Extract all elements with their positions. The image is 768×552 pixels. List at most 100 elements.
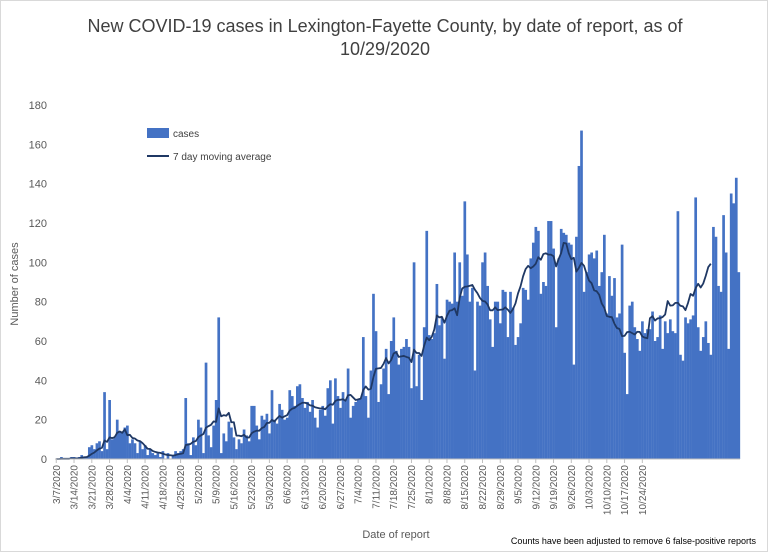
bar-cases bbox=[445, 299, 449, 459]
bar-cases bbox=[224, 441, 228, 459]
bar-cases bbox=[577, 165, 581, 459]
bar-cases bbox=[717, 285, 720, 459]
x-tick-label: 8/1/2020 bbox=[425, 465, 436, 504]
x-tick-label: 7/25/2020 bbox=[407, 465, 418, 510]
bar-cases bbox=[405, 339, 408, 459]
bar-cases bbox=[318, 409, 322, 459]
bar-cases bbox=[171, 455, 175, 459]
chart-title-line2: 10/29/2020 bbox=[339, 39, 431, 59]
bar-cases bbox=[580, 130, 583, 459]
bar-cases bbox=[572, 364, 576, 459]
x-axis-ticks: 3/7/2020 3/14/2020 3/21/2020 3/28/2020 4/4/2… bbox=[52, 459, 649, 515]
bar-cases bbox=[509, 291, 512, 459]
bar-cases bbox=[575, 236, 578, 459]
bar-cases bbox=[235, 449, 238, 459]
bar-cases bbox=[562, 232, 566, 459]
bar-cases bbox=[247, 441, 251, 459]
bar-cases bbox=[542, 282, 545, 459]
bar-cases bbox=[628, 305, 632, 459]
x-tick-label: 4/25/2020 bbox=[176, 465, 187, 510]
bar-cases bbox=[212, 425, 215, 459]
legend-label-moving-average: 7 day moving average bbox=[173, 152, 272, 163]
bar-cases bbox=[179, 451, 182, 459]
bar-cases bbox=[148, 449, 152, 459]
bar-cases bbox=[230, 427, 233, 459]
bar-cases bbox=[661, 348, 665, 459]
bar-cases bbox=[306, 401, 309, 459]
bar-cases bbox=[410, 388, 413, 459]
bar-cases bbox=[618, 313, 621, 459]
x-tick-label: 6/13/2020 bbox=[300, 465, 311, 510]
bar-cases bbox=[93, 449, 96, 459]
bar-cases bbox=[603, 234, 606, 459]
bar-cases bbox=[666, 333, 670, 459]
x-tick-label: 10/24/2020 bbox=[638, 465, 649, 515]
bar-cases bbox=[290, 396, 294, 459]
bar-cases bbox=[126, 425, 129, 459]
bar-cases bbox=[85, 457, 89, 459]
bar-cases bbox=[128, 443, 132, 459]
bar-cases bbox=[443, 358, 446, 459]
bar-cases bbox=[463, 201, 467, 459]
bar-cases bbox=[448, 301, 451, 459]
bar-cases bbox=[346, 368, 350, 459]
bar-cases bbox=[374, 331, 378, 459]
x-tick-label: 6/6/2020 bbox=[283, 465, 294, 504]
bar-cases bbox=[587, 254, 591, 459]
bar-cases bbox=[694, 197, 698, 459]
bar-cases bbox=[684, 317, 687, 459]
bar-cases bbox=[87, 447, 91, 459]
y-tick-label: 0 bbox=[41, 454, 47, 466]
bar-cases bbox=[98, 441, 101, 459]
bar-cases bbox=[161, 451, 165, 459]
bar-cases bbox=[219, 453, 223, 459]
bar-cases bbox=[131, 439, 134, 459]
bar-cases bbox=[159, 457, 162, 459]
bar-cases bbox=[570, 244, 573, 459]
bar-cases bbox=[156, 453, 160, 459]
bar-cases bbox=[504, 291, 507, 459]
bar-cases bbox=[255, 425, 259, 459]
bar-cases bbox=[658, 315, 662, 459]
bar-cases bbox=[415, 386, 418, 459]
bar-cases bbox=[668, 319, 672, 459]
bar-cases bbox=[308, 411, 312, 459]
bar-cases bbox=[400, 348, 403, 459]
bar-cases bbox=[493, 301, 497, 459]
bar-cases bbox=[674, 333, 677, 459]
bar-cases bbox=[610, 295, 614, 459]
x-tick-label: 10/10/2020 bbox=[602, 465, 613, 515]
bar-cases bbox=[367, 417, 370, 459]
bar-cases bbox=[473, 370, 477, 459]
bar-cases bbox=[382, 368, 385, 459]
bar-cases bbox=[501, 289, 505, 459]
bar-cases bbox=[402, 346, 406, 459]
bar-cases bbox=[90, 445, 94, 459]
x-tick-label: 9/5/2020 bbox=[514, 465, 525, 504]
x-tick-label: 9/12/2020 bbox=[531, 465, 542, 510]
bar-cases bbox=[417, 354, 421, 459]
bar-cases bbox=[422, 327, 426, 459]
bar-cases bbox=[323, 415, 327, 459]
bar-cases bbox=[389, 341, 393, 459]
bar-cases bbox=[138, 441, 142, 459]
bar-cases bbox=[331, 423, 335, 459]
bar-cases bbox=[166, 453, 170, 459]
bar-cases bbox=[207, 435, 210, 459]
bar-cases bbox=[313, 417, 317, 459]
bar-cases bbox=[257, 439, 261, 459]
bar-cases bbox=[552, 248, 555, 459]
bar-cases bbox=[491, 346, 495, 459]
bar-cases bbox=[681, 360, 685, 459]
bar-cases bbox=[407, 346, 411, 459]
bar-cases bbox=[197, 419, 200, 459]
y-tick-label: 40 bbox=[35, 375, 47, 387]
x-tick-label: 5/30/2020 bbox=[265, 465, 276, 510]
bar-cases bbox=[648, 329, 652, 459]
bar-cases bbox=[641, 321, 644, 459]
bar-cases bbox=[481, 262, 484, 459]
x-tick-label: 8/29/2020 bbox=[496, 465, 507, 510]
bar-cases bbox=[653, 341, 657, 459]
y-tick-label: 60 bbox=[35, 336, 47, 348]
bar-cases bbox=[387, 394, 391, 459]
